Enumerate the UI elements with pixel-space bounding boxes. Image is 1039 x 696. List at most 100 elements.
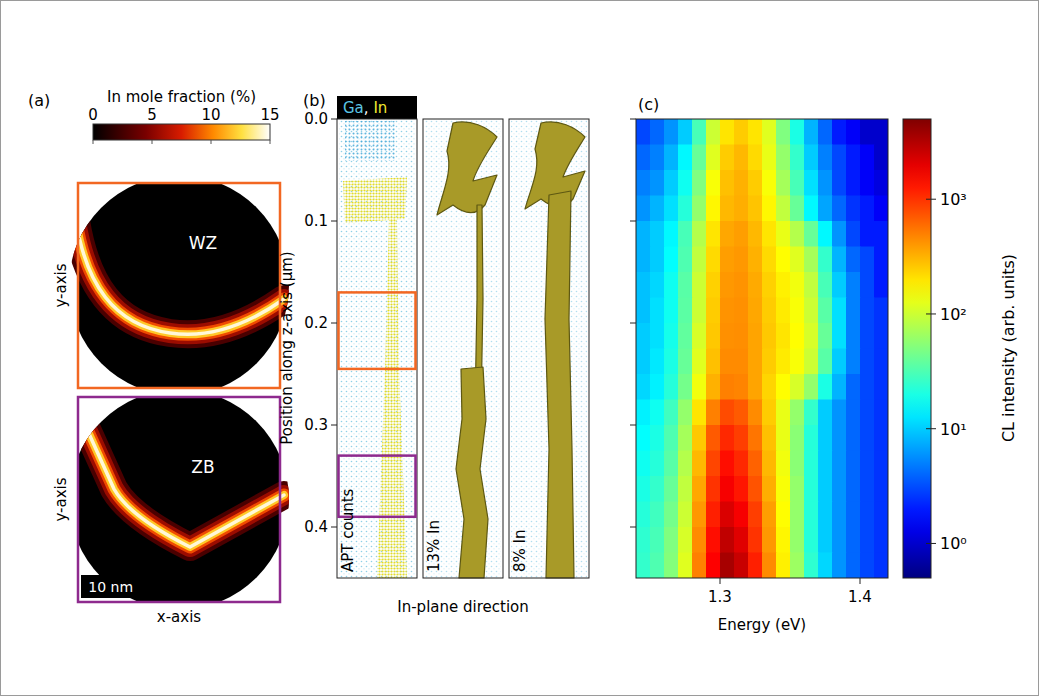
heatmap-cell bbox=[678, 247, 693, 273]
heatmap-cell bbox=[664, 349, 679, 375]
heatmap-cell bbox=[706, 527, 721, 553]
in-band-layer bbox=[76, 221, 284, 334]
heatmap-cell bbox=[636, 374, 651, 400]
heatmap-cell bbox=[678, 502, 693, 528]
heatmap-cell bbox=[748, 323, 763, 349]
heatmap-cell bbox=[832, 119, 847, 145]
in-band-layer bbox=[76, 405, 284, 547]
heatmap-cell bbox=[804, 119, 819, 145]
heatmap-cell bbox=[846, 247, 861, 273]
heatmap-cell bbox=[832, 374, 847, 400]
heatmap-cell bbox=[776, 527, 791, 553]
heatmap-cell bbox=[874, 323, 888, 349]
heatmap-cell bbox=[692, 502, 707, 528]
heatmap-cell bbox=[776, 553, 791, 579]
heatmap-cell bbox=[636, 451, 651, 477]
tick-label: 0.3 bbox=[304, 416, 328, 434]
tick bbox=[152, 140, 153, 144]
heatmap-cell bbox=[860, 349, 875, 375]
heatmap-cell bbox=[874, 374, 888, 400]
heatmap-cell bbox=[874, 349, 888, 375]
tick-label: 10⁰ bbox=[940, 534, 967, 553]
heatmap-cell bbox=[692, 119, 707, 145]
heatmap-cell bbox=[846, 272, 861, 298]
heatmap-cell bbox=[846, 425, 861, 451]
axis-title: Energy (eV) bbox=[718, 616, 806, 634]
heatmap-cell bbox=[762, 451, 777, 477]
colorbar bbox=[903, 119, 931, 578]
heatmap-cell bbox=[706, 272, 721, 298]
ga-atoms bbox=[339, 119, 415, 578]
heatmap-cell bbox=[832, 221, 847, 247]
heatmap-cell bbox=[818, 553, 833, 579]
heatmap-cell bbox=[832, 400, 847, 426]
heatmap-cell bbox=[706, 502, 721, 528]
strip-frame bbox=[337, 119, 417, 578]
heatmap-cell bbox=[650, 374, 665, 400]
heatmap-cell bbox=[706, 196, 721, 222]
heatmap-cell bbox=[636, 298, 651, 324]
heatmap-cell bbox=[832, 476, 847, 502]
tick bbox=[331, 425, 337, 426]
scale-bar-label: 10 nm bbox=[88, 579, 133, 595]
heatmap-cell bbox=[846, 374, 861, 400]
header-part: In bbox=[373, 99, 387, 117]
heatmap-cell bbox=[664, 323, 679, 349]
heatmap-cell bbox=[734, 502, 749, 528]
heatmap-cell bbox=[720, 145, 735, 171]
tick bbox=[630, 119, 636, 120]
heatmap-cell bbox=[748, 196, 763, 222]
heatmap-cell bbox=[706, 451, 721, 477]
heatmap-cell bbox=[846, 119, 861, 145]
in-atoms bbox=[343, 177, 407, 223]
heatmap-cell bbox=[762, 425, 777, 451]
heatmap-cell bbox=[678, 425, 693, 451]
strip-label: 13% In bbox=[425, 520, 443, 572]
heatmap-cell bbox=[874, 170, 888, 196]
heatmap-cell bbox=[790, 527, 805, 553]
tick bbox=[926, 199, 936, 200]
heatmap-cell bbox=[720, 451, 735, 477]
heatmap-cell bbox=[706, 425, 721, 451]
heatmap-cell bbox=[664, 425, 679, 451]
heatmap-cell bbox=[790, 425, 805, 451]
heatmap-cell bbox=[790, 349, 805, 375]
heatmap-cell bbox=[818, 476, 833, 502]
heatmap-cell bbox=[832, 553, 847, 579]
plot-frame bbox=[636, 119, 888, 578]
heatmap-cell bbox=[678, 527, 693, 553]
tick bbox=[926, 428, 936, 429]
heatmap-cell bbox=[860, 196, 875, 222]
in-band-layer bbox=[76, 405, 284, 547]
heatmap-cell bbox=[804, 451, 819, 477]
heatmap-cell bbox=[664, 196, 679, 222]
in-band-layer bbox=[76, 405, 284, 547]
heatmap-cell bbox=[804, 476, 819, 502]
in-atoms bbox=[377, 219, 407, 578]
heatmap-cell bbox=[650, 502, 665, 528]
heatmap-cell bbox=[818, 119, 833, 145]
heatmap-cell bbox=[804, 425, 819, 451]
heatmap-cell bbox=[636, 400, 651, 426]
image-frame bbox=[78, 397, 280, 602]
heatmap-cell bbox=[692, 349, 707, 375]
heatmap-cell bbox=[804, 272, 819, 298]
heatmap-cell bbox=[664, 119, 679, 145]
tick bbox=[630, 323, 636, 324]
tick bbox=[630, 425, 636, 426]
heatmap-cell bbox=[706, 145, 721, 171]
heatmap-cell bbox=[776, 119, 791, 145]
heatmap-cell bbox=[692, 476, 707, 502]
heatmap-cell bbox=[790, 323, 805, 349]
ga-atoms-dense bbox=[345, 121, 395, 161]
heatmap-cell bbox=[692, 221, 707, 247]
heatmap-cell bbox=[776, 170, 791, 196]
tick bbox=[331, 527, 337, 528]
heatmap-cell bbox=[636, 145, 651, 171]
heatmap-cell bbox=[832, 247, 847, 273]
heatmap-cell bbox=[692, 196, 707, 222]
heatmap-cell bbox=[860, 298, 875, 324]
heatmap-cell bbox=[790, 400, 805, 426]
tick-label: 15 bbox=[260, 106, 279, 124]
heatmap-cell bbox=[818, 400, 833, 426]
